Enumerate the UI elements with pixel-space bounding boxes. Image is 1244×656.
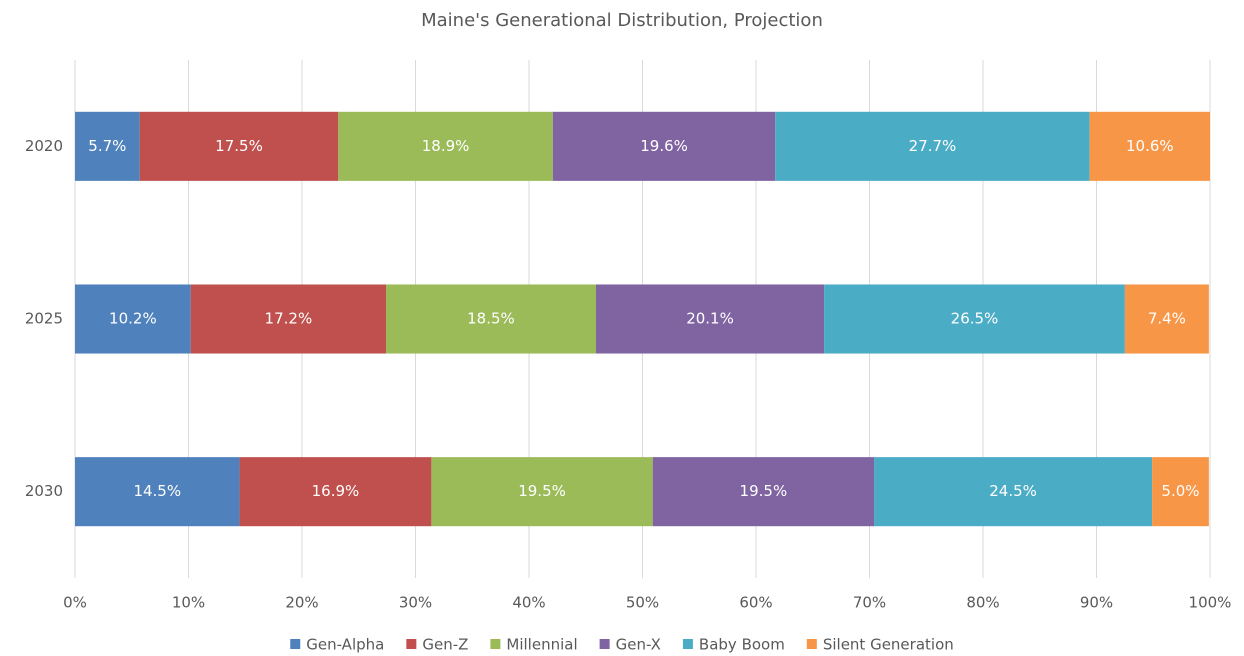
x-tick-label: 40% <box>512 594 545 612</box>
data-label: 5.7% <box>88 137 126 155</box>
bar-segment <box>139 111 339 181</box>
bar-segment <box>385 284 596 354</box>
x-tick-label: 100% <box>1189 594 1232 612</box>
legend-label: Baby Boom <box>699 636 785 654</box>
legend-label: Gen-X <box>616 636 661 654</box>
legend-swatch <box>682 639 693 649</box>
data-label: 10.2% <box>109 310 157 328</box>
x-tick-label: 50% <box>626 594 659 612</box>
legend-label: Gen-Z <box>422 636 468 654</box>
data-label: 5.0% <box>1161 482 1199 500</box>
legend-swatch <box>406 639 417 649</box>
x-tick-label: 80% <box>966 594 999 612</box>
bar-segment <box>1089 111 1210 181</box>
bar-segment <box>652 457 875 527</box>
data-label: 24.5% <box>989 482 1037 500</box>
bar-segment <box>75 284 191 354</box>
data-label: 19.5% <box>740 482 788 500</box>
legend-swatch <box>806 639 817 649</box>
bar-segment <box>75 457 240 527</box>
data-label: 26.5% <box>951 310 999 328</box>
data-label: 18.9% <box>422 137 470 155</box>
data-label: 14.5% <box>133 482 181 500</box>
bar-segment <box>239 457 432 527</box>
legend: Gen-Alpha Gen-Z Millennial Gen-X Baby Boom Si… <box>290 636 954 654</box>
legend-swatch <box>599 639 610 649</box>
data-label: 7.4% <box>1148 310 1186 328</box>
y-tick-label: 2020 <box>25 137 63 155</box>
legend-label: Silent Generation <box>823 636 954 654</box>
bar-segment <box>431 457 653 527</box>
x-tick-label: 60% <box>739 594 772 612</box>
bar-segment <box>595 284 825 354</box>
bar-segment <box>552 111 776 181</box>
data-label: 19.6% <box>640 137 688 155</box>
bar-segment <box>190 284 386 354</box>
bar-segment <box>775 111 1090 181</box>
x-tick-label: 20% <box>285 594 318 612</box>
x-tick-label: 70% <box>853 594 886 612</box>
data-label: 10.6% <box>1126 137 1174 155</box>
data-label: 17.2% <box>265 310 313 328</box>
bar-segment <box>824 284 1125 354</box>
data-label: 20.1% <box>686 310 734 328</box>
bar-segment <box>874 457 1153 527</box>
data-label: 17.5% <box>215 137 263 155</box>
chart-title: Maine's Generational Distribution, Proje… <box>421 10 823 31</box>
x-tick-label: 10% <box>172 594 205 612</box>
bar-segment <box>1124 284 1209 354</box>
legend-swatch <box>290 639 301 649</box>
bar-segment <box>1152 457 1209 527</box>
legend-label: Millennial <box>506 636 577 654</box>
legend-swatch <box>490 639 501 649</box>
data-label: 19.5% <box>518 482 566 500</box>
x-tick-label: 30% <box>399 594 432 612</box>
x-tick-label: 90% <box>1080 594 1113 612</box>
y-tick-label: 2030 <box>25 482 63 500</box>
data-label: 18.5% <box>467 310 515 328</box>
y-tick-label: 2025 <box>25 310 63 328</box>
x-tick-label: 0% <box>63 594 87 612</box>
bar-segment <box>338 111 553 181</box>
data-label: 27.7% <box>909 137 957 155</box>
data-label: 16.9% <box>312 482 360 500</box>
bar-segment <box>75 111 140 181</box>
legend-label: Gen-Alpha <box>306 636 384 654</box>
